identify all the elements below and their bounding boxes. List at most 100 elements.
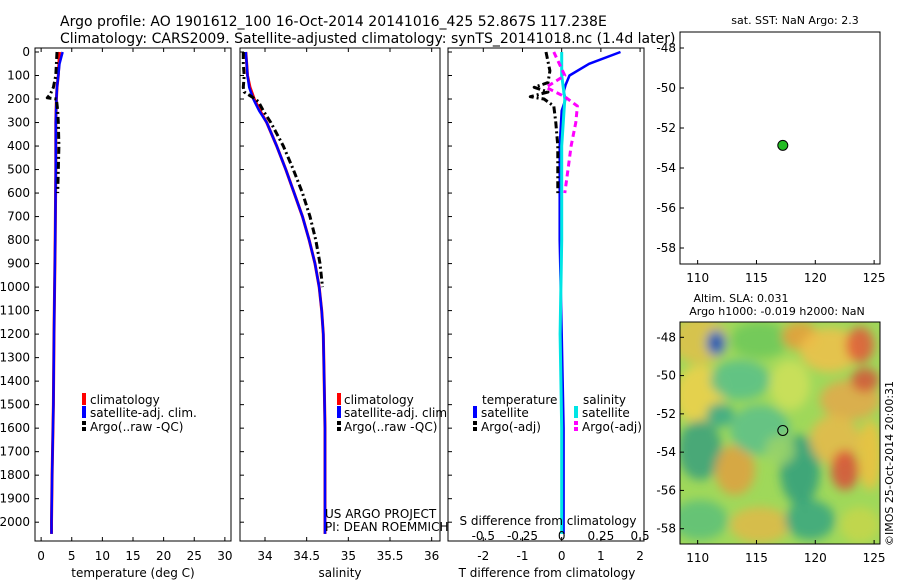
imos-timestamp: ©IMOS 25-Oct-2014 20:00:31 — [883, 381, 896, 546]
legend-label-argo: Argo(..raw -QC) — [344, 420, 437, 434]
legend-label-t-argo: Argo(-adj) — [481, 420, 541, 434]
sla-anomaly-blob — [680, 500, 728, 540]
sla-anomaly-blob — [831, 450, 859, 490]
map-y-tick-label: -56 — [656, 201, 676, 215]
map-x-tick-label: 125 — [863, 271, 886, 285]
title-line-1: Argo profile: AO 1901612_100 16-Oct-2014… — [60, 14, 607, 30]
map-y-tick-label: -48 — [656, 41, 676, 55]
sla-anomaly-blob — [710, 360, 770, 400]
temperature-series — [45, 51, 64, 534]
legend-swatch-argo — [82, 421, 86, 425]
legend-swatch-t-argo — [473, 421, 477, 425]
map-y-tick-label: -48 — [656, 330, 676, 344]
series-2-0 — [558, 50, 621, 534]
map-x-tick-label: 110 — [686, 271, 709, 285]
project-label: US ARGO PROJECT — [325, 507, 437, 521]
sst-map: sat. SST: NaN Argo: 2.3 110 115 120 125 -48 -… — [656, 14, 885, 285]
salinity-tick-labels: 34 34.5 35 35.5 36 — [240, 48, 439, 563]
depth-tick-label: 700 — [7, 210, 30, 224]
map-x-tick-label: 120 — [804, 551, 827, 565]
series-2-3 — [544, 51, 579, 194]
legend-swatch-s-argo — [574, 421, 578, 425]
sla-map-title-1: Altim. SLA: 0.031 — [693, 292, 788, 305]
depth-tick-label: 300 — [7, 116, 30, 130]
map-y-tick-label: -54 — [656, 161, 676, 175]
x-tick-label: 0 — [37, 549, 45, 563]
temperature-xlabel: temperature (deg C) — [71, 566, 194, 580]
salinity-panel: 34 34.5 35 35.5 36 salinity climatology sate… — [239, 47, 451, 580]
sla-map-ticks: 110 115 120 125 -48 -50 -52 -54 -56 -58 — [656, 330, 885, 565]
argo-location-marker-sla — [777, 424, 789, 436]
s-difference-label: S difference from climatology — [460, 514, 637, 528]
depth-tick-label: 1100 — [0, 304, 30, 318]
series-0-1 — [50, 51, 64, 534]
depth-tick-label: 2000 — [0, 515, 30, 529]
argo-location-marker — [777, 139, 789, 151]
series-0-2 — [45, 51, 61, 194]
legend-swatch-s-argo-2 — [574, 427, 578, 431]
depth-tick-label: 1200 — [0, 327, 30, 341]
salinity-axes-box — [239, 47, 441, 542]
depth-tick-label: 0 — [22, 45, 30, 59]
x-tick-label: -2 — [477, 549, 489, 563]
sla-anomaly-blob — [711, 336, 721, 350]
x-tick-label: 0 — [558, 549, 566, 563]
x-tick-label: -1 — [516, 549, 528, 563]
x-tick-label: 1 — [597, 549, 605, 563]
legend-label-argo: Argo(..raw -QC) — [90, 420, 183, 434]
map-x-tick-label: 125 — [863, 551, 886, 565]
x-tick-label: 20 — [156, 549, 171, 563]
s-difference-tick-label: 0 — [558, 529, 566, 543]
depth-tick-label: 900 — [7, 257, 30, 271]
depth-tick-label: 1600 — [0, 421, 30, 435]
depth-tick-label: 1900 — [0, 492, 30, 506]
depth-tick-label: 800 — [7, 233, 30, 247]
sla-anomaly-blob — [770, 360, 810, 410]
legend-label-s-satellite: satellite — [582, 406, 630, 420]
difference-series — [528, 50, 621, 534]
s-difference-tick-labels: -0.5 -0.25 0 0.25 0.5 — [472, 529, 650, 543]
map-y-tick-label: -54 — [656, 445, 676, 459]
temperature-axes-box — [34, 47, 232, 542]
s-difference-tick-label: 0.25 — [588, 529, 615, 543]
series-2-1 — [528, 51, 560, 194]
x-tick-label: 10 — [95, 549, 110, 563]
depth-tick-label: 1400 — [0, 374, 30, 388]
map-y-tick-label: -58 — [656, 522, 676, 536]
pi-label: PI: DEAN ROEMMICH — [325, 520, 448, 534]
x-tick-label: 35 — [341, 549, 356, 563]
difference-panel: -2 -1 0 1 2 -0.5 -0.25 0 0.25 0.5 S difference f… — [447, 47, 650, 580]
depth-tick-label: 1000 — [0, 280, 30, 294]
depth-tick-label: 1300 — [0, 351, 30, 365]
salinity-legend: climatology satellite-adj. clim. Argo(..… — [337, 393, 451, 434]
legend-label-t-satellite: satellite — [481, 406, 529, 420]
legend-label-climatology: climatology — [344, 393, 414, 407]
salinity-xlabel: salinity — [318, 566, 361, 580]
legend-swatch-s-satellite — [574, 406, 578, 418]
x-tick-label: 35.5 — [377, 549, 404, 563]
legend-swatch-satellite — [337, 406, 341, 418]
sla-anomaly-blob — [715, 445, 755, 495]
map-y-tick-label: -58 — [656, 241, 676, 255]
sla-map-box — [679, 321, 881, 545]
difference-axes-box — [447, 47, 645, 542]
map-y-tick-label: -52 — [656, 121, 676, 135]
legend-swatch-argo-2 — [337, 427, 341, 431]
map-y-tick-label: -50 — [656, 369, 676, 383]
depth-tick-label: 100 — [7, 69, 30, 83]
temperature-legend: climatology satellite-adj. clim. Argo(..… — [82, 393, 197, 434]
map-x-tick-label: 115 — [745, 551, 768, 565]
temperature-panel: 0100200300400500600700800900100011001200… — [0, 45, 233, 580]
sla-anomaly-blob — [765, 435, 795, 465]
map-x-tick-label: 120 — [804, 271, 827, 285]
sla-map: Altim. SLA: 0.031 Argo h1000: -0.019 h20… — [656, 292, 896, 565]
legend-swatch-argo — [337, 421, 341, 425]
t-difference-tick-labels: -2 -1 0 1 2 — [448, 48, 644, 563]
x-tick-label: 15 — [125, 549, 140, 563]
depth-tick-label: 600 — [7, 186, 30, 200]
map-y-tick-label: -50 — [656, 81, 676, 95]
x-tick-label: 34.5 — [293, 549, 320, 563]
sla-anomaly-blob — [730, 507, 790, 543]
